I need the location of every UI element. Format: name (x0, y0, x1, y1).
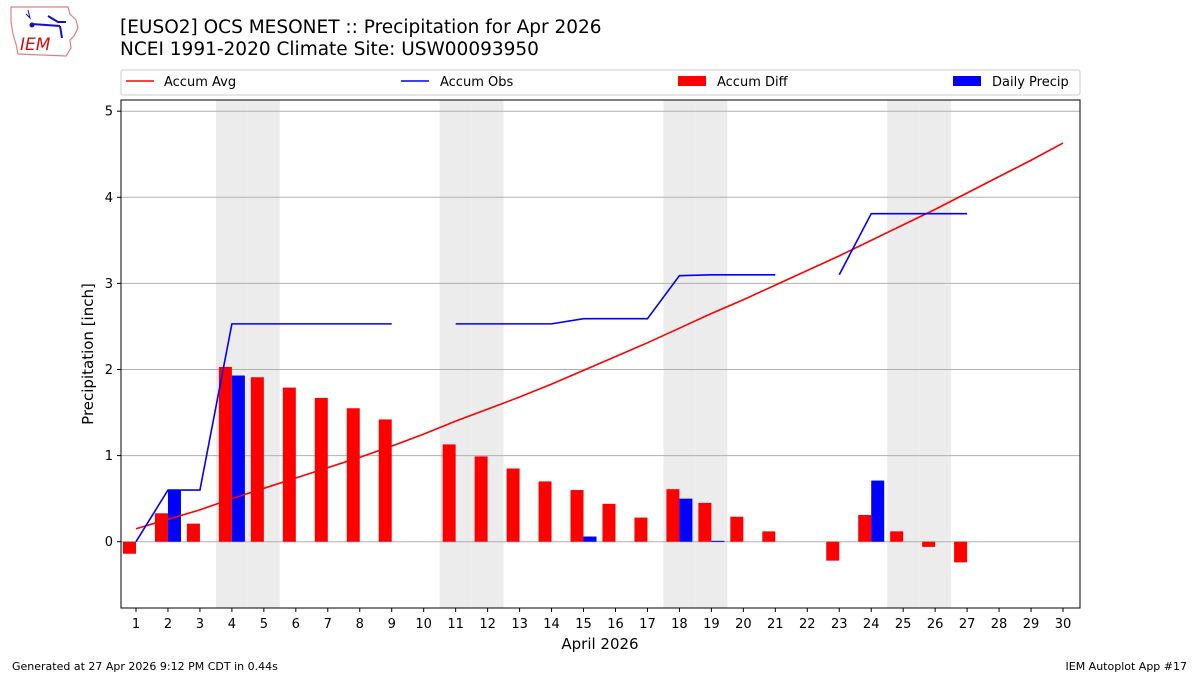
x-tick-label: 20 (735, 617, 752, 632)
accum-diff-bar (826, 541, 840, 561)
x-tick-label: 25 (895, 617, 912, 632)
x-tick-label: 1 (132, 617, 140, 632)
y-tick-label: 0 (105, 535, 113, 550)
legend-swatch-accum-diff (678, 76, 706, 86)
x-tick-label: 15 (575, 617, 592, 632)
x-tick-label: 17 (639, 617, 656, 632)
x-tick-label: 21 (767, 617, 784, 632)
accum-diff-bar (570, 490, 584, 542)
y-tick-label: 5 (105, 105, 113, 120)
y-tick-label: 4 (105, 191, 113, 206)
chart-title: [EUSO2] OCS MESONET :: Precipitation for… (120, 17, 602, 61)
accum-obs-line (135, 323, 392, 543)
x-tick-label: 8 (356, 617, 364, 632)
daily-precip-bar (231, 375, 245, 542)
y-tick-label: 3 (105, 277, 113, 292)
accum-diff-bar (346, 408, 360, 542)
accum-diff-bar (186, 523, 200, 542)
accum-diff-bar (762, 531, 776, 542)
accum-diff-bar (538, 481, 552, 542)
x-tick-label: 13 (511, 617, 528, 632)
accum-diff-bar (474, 456, 488, 542)
accum-diff-bar (378, 419, 392, 542)
legend-label-accum-avg: Accum Avg (164, 75, 236, 90)
accum-diff-bar (506, 468, 520, 542)
x-tick-label: 26 (927, 617, 944, 632)
accum-diff-bar (922, 541, 936, 547)
daily-precip-bar (167, 490, 181, 542)
accum-diff-bar (890, 531, 904, 542)
legend-swatch-daily-precip (953, 76, 981, 86)
accum-diff-bar (442, 444, 456, 542)
x-tick-label: 24 (863, 617, 880, 632)
x-tick-label: 19 (703, 617, 720, 632)
x-tick-label: 6 (292, 617, 300, 632)
accum-diff-bar (250, 377, 264, 542)
x-tick-label: 30 (1055, 617, 1072, 632)
daily-precip-bar (679, 498, 693, 542)
x-tick-label: 4 (228, 617, 236, 632)
title-line-1: [EUSO2] OCS MESONET :: Precipitation for… (120, 17, 602, 38)
accum-diff-bar (123, 541, 136, 554)
legend-label-accum-obs: Accum Obs (440, 75, 513, 90)
accum-diff-bar (858, 515, 872, 542)
app-label: IEM Autoplot App #17 (1065, 660, 1188, 673)
y-axis-label: Precipitation [inch] (79, 283, 97, 425)
generated-timestamp: Generated at 27 Apr 2026 9:12 PM CDT in … (12, 660, 278, 673)
legend-label-daily-precip: Daily Precip (992, 75, 1069, 90)
daily-precip-bar (871, 480, 885, 542)
accum-avg-line (135, 142, 1064, 530)
accum-diff-bar (218, 366, 232, 542)
accum-diff-bar (954, 541, 968, 563)
svg-text:IEM: IEM (20, 35, 51, 55)
x-tick-label: 29 (1023, 617, 1040, 632)
accum-diff-bar (730, 516, 744, 542)
y-tick-label: 2 (105, 363, 113, 378)
x-tick-label: 16 (607, 617, 624, 632)
daily-precip-bar (711, 540, 725, 542)
legend-label-accum-diff: Accum Diff (717, 75, 789, 90)
x-tick-label: 5 (260, 617, 268, 632)
x-tick-label: 2 (164, 617, 172, 632)
weekend-shade (887, 100, 920, 608)
accum-diff-bar (698, 502, 712, 542)
title-line-2: NCEI 1991-2020 Climate Site: USW00093950 (120, 39, 539, 60)
accum-diff-bar (666, 489, 680, 542)
accum-diff-bar (282, 387, 296, 542)
x-tick-label: 7 (324, 617, 332, 632)
x-tick-label: 9 (388, 617, 396, 632)
x-tick-label: 23 (831, 617, 848, 632)
iem-logo: IEM (8, 4, 80, 62)
accum-diff-bar (634, 517, 648, 542)
x-tick-label: 14 (543, 617, 560, 632)
y-tick-label: 1 (105, 449, 113, 464)
accum-obs-line (838, 212, 968, 276)
x-tick-label: 12 (479, 617, 496, 632)
x-tick-label: 27 (959, 617, 976, 632)
legend: Accum Avg Accum Obs Accum Diff Daily Pre… (120, 69, 1081, 96)
accum-obs-line (455, 273, 776, 325)
x-tick-label: 18 (671, 617, 688, 632)
plot-frame (120, 99, 1081, 609)
accum-diff-bar (602, 503, 616, 542)
weekend-shade (919, 100, 952, 608)
x-axis-label: April 2026 (561, 635, 638, 653)
x-tick-label: 28 (991, 617, 1008, 632)
x-tick-label: 3 (196, 617, 204, 632)
x-tick-label: 10 (415, 617, 432, 632)
x-tick-label: 22 (799, 617, 816, 632)
x-tick-label: 11 (447, 617, 464, 632)
daily-precip-bar (583, 536, 597, 542)
accum-diff-bar (154, 513, 168, 542)
